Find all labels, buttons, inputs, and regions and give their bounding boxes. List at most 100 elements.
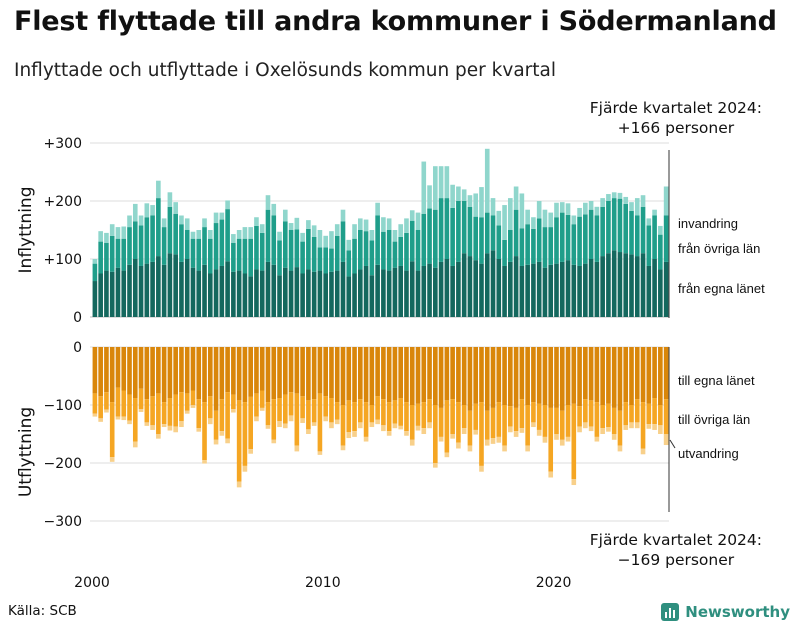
inflow-bar-segment [594, 261, 600, 317]
outflow-bar-segment [334, 347, 340, 403]
inflow-bar-segment [334, 224, 340, 236]
inflow-bar-segment [248, 276, 253, 317]
outflow-bar-segment [121, 416, 127, 421]
inflow-bar-segment [265, 195, 271, 210]
inflow-bar-segment [381, 231, 386, 270]
inflow-bar-segment [571, 264, 577, 317]
inflow-bar-segment [409, 261, 415, 317]
outflow-bar-segment [219, 399, 225, 432]
inflow-bar-segment [479, 187, 484, 218]
inflow-bar-segment [467, 195, 473, 207]
inflow-bar-segment [150, 205, 155, 216]
outflow-bar-segment [173, 426, 178, 433]
inflow-bar-segment [358, 269, 363, 317]
inflow-bar-segment [409, 210, 415, 221]
inflow-bar-segment [156, 256, 161, 317]
outflow-bar-segment [559, 439, 565, 446]
outflow-bar-segment [409, 405, 415, 440]
inflow-bar-segment [115, 227, 121, 239]
inflow-bar-segment [231, 234, 236, 243]
outflow-bar-segment [554, 407, 559, 434]
outflow-bar-segment [277, 421, 282, 428]
outflow-bar-segment [265, 347, 271, 403]
inflow-bar-segment [473, 260, 479, 317]
outflow-bar-segment [138, 347, 144, 389]
outflow-bar-segment [98, 418, 103, 422]
inflow-bar-segment [132, 221, 138, 259]
outflow-bar-segment [259, 390, 265, 408]
inflow-bar-segment [381, 269, 386, 317]
outflow-bar-segment [519, 347, 525, 400]
outflow-bar-segment [490, 347, 496, 408]
outflow-bar-segment [98, 396, 103, 419]
outflow-y-tick-label: −300 [44, 514, 82, 530]
inflow-bar-segment [369, 230, 375, 241]
outflow-bar-segment [127, 420, 132, 425]
inflow-bar-segment [248, 227, 253, 239]
inflow-bar-segment [346, 250, 352, 277]
inflow-bar-segment [484, 253, 490, 317]
outflow-bar-segment [554, 434, 559, 440]
outflow-bar-segment [496, 436, 502, 443]
inflow-bar-segment [127, 227, 132, 265]
inflow-bar-segment [444, 198, 450, 259]
inflow-bar-segment [548, 227, 554, 265]
outflow-bar-segment [179, 392, 184, 422]
inflow-bar-segment [658, 225, 663, 235]
inflow-bar-segment [623, 253, 629, 317]
inflow-bar-segment [92, 263, 98, 282]
outflow-bar-segment [173, 347, 178, 395]
outflow-bar-segment [231, 394, 236, 410]
inflow-bar-segment [519, 265, 525, 317]
outflow-bar-segment [658, 405, 663, 426]
outflow-bar-segment [144, 422, 150, 426]
inflow-bar-segment [634, 256, 640, 317]
inflow-legend-label: från egna länet [678, 281, 765, 296]
brand-logo[interactable]: Newsworthy [661, 603, 790, 621]
inflow-bar-segment [213, 223, 219, 270]
inflow-bar-segment [369, 240, 375, 276]
outflow-bar-segment [288, 392, 294, 416]
inflow-bar-segment [144, 263, 150, 317]
outflow-bar-segment [317, 451, 323, 455]
outflow-bar-segment [219, 431, 225, 436]
inflow-bar-segment [127, 215, 132, 228]
inflow-bar-segment [583, 263, 588, 317]
inflow-bar-segment [536, 218, 542, 262]
outflow-bar-segment [248, 396, 253, 450]
outflow-bar-segment [161, 347, 167, 403]
outflow-bar-segment [138, 409, 144, 412]
inflow-bar-segment [265, 209, 271, 262]
annotation-outflow-line2: −169 personer [617, 551, 735, 569]
outflow-bar-segment [138, 388, 144, 410]
inflow-bar-segment [294, 217, 300, 230]
outflow-bar-segment [132, 398, 138, 442]
outflow-bar-segment [115, 347, 121, 388]
outflow-bar-segment [433, 405, 438, 463]
outflow-bar-segment [358, 399, 363, 423]
chart-title: Flest flyttade till andra kommuner i Söd… [14, 6, 777, 37]
outflow-bar-segment [248, 449, 253, 454]
outflow-bar-segment [109, 347, 115, 403]
outflow-bar-segment [467, 445, 473, 452]
inflow-bar-segment [109, 224, 115, 236]
inflow-bar-segment [565, 214, 571, 261]
outflow-bar-segment [415, 347, 421, 404]
inflow-bar-segment [121, 270, 127, 317]
inflow-bar-segment [329, 248, 334, 272]
outflow-bar-segment [444, 347, 450, 401]
inflow-bar-segment [207, 230, 213, 239]
outflow-bar-segment [629, 405, 634, 423]
inflow-bar-segment [536, 201, 542, 219]
inflow-bar-segment [202, 218, 207, 228]
inflow-bar-segment [519, 228, 525, 266]
outflow-bar-segment [421, 428, 427, 434]
outflow-bar-segment [634, 399, 640, 423]
outflow-bar-segment [386, 402, 392, 432]
outflow-bar-segment [525, 445, 530, 452]
inflow-bar-segment [138, 215, 144, 226]
inflow-bar-segment [427, 185, 432, 209]
outflow-bar-segment [323, 347, 328, 397]
inflow-bar-segment [242, 238, 248, 274]
outflow-bar-segment [190, 390, 196, 405]
